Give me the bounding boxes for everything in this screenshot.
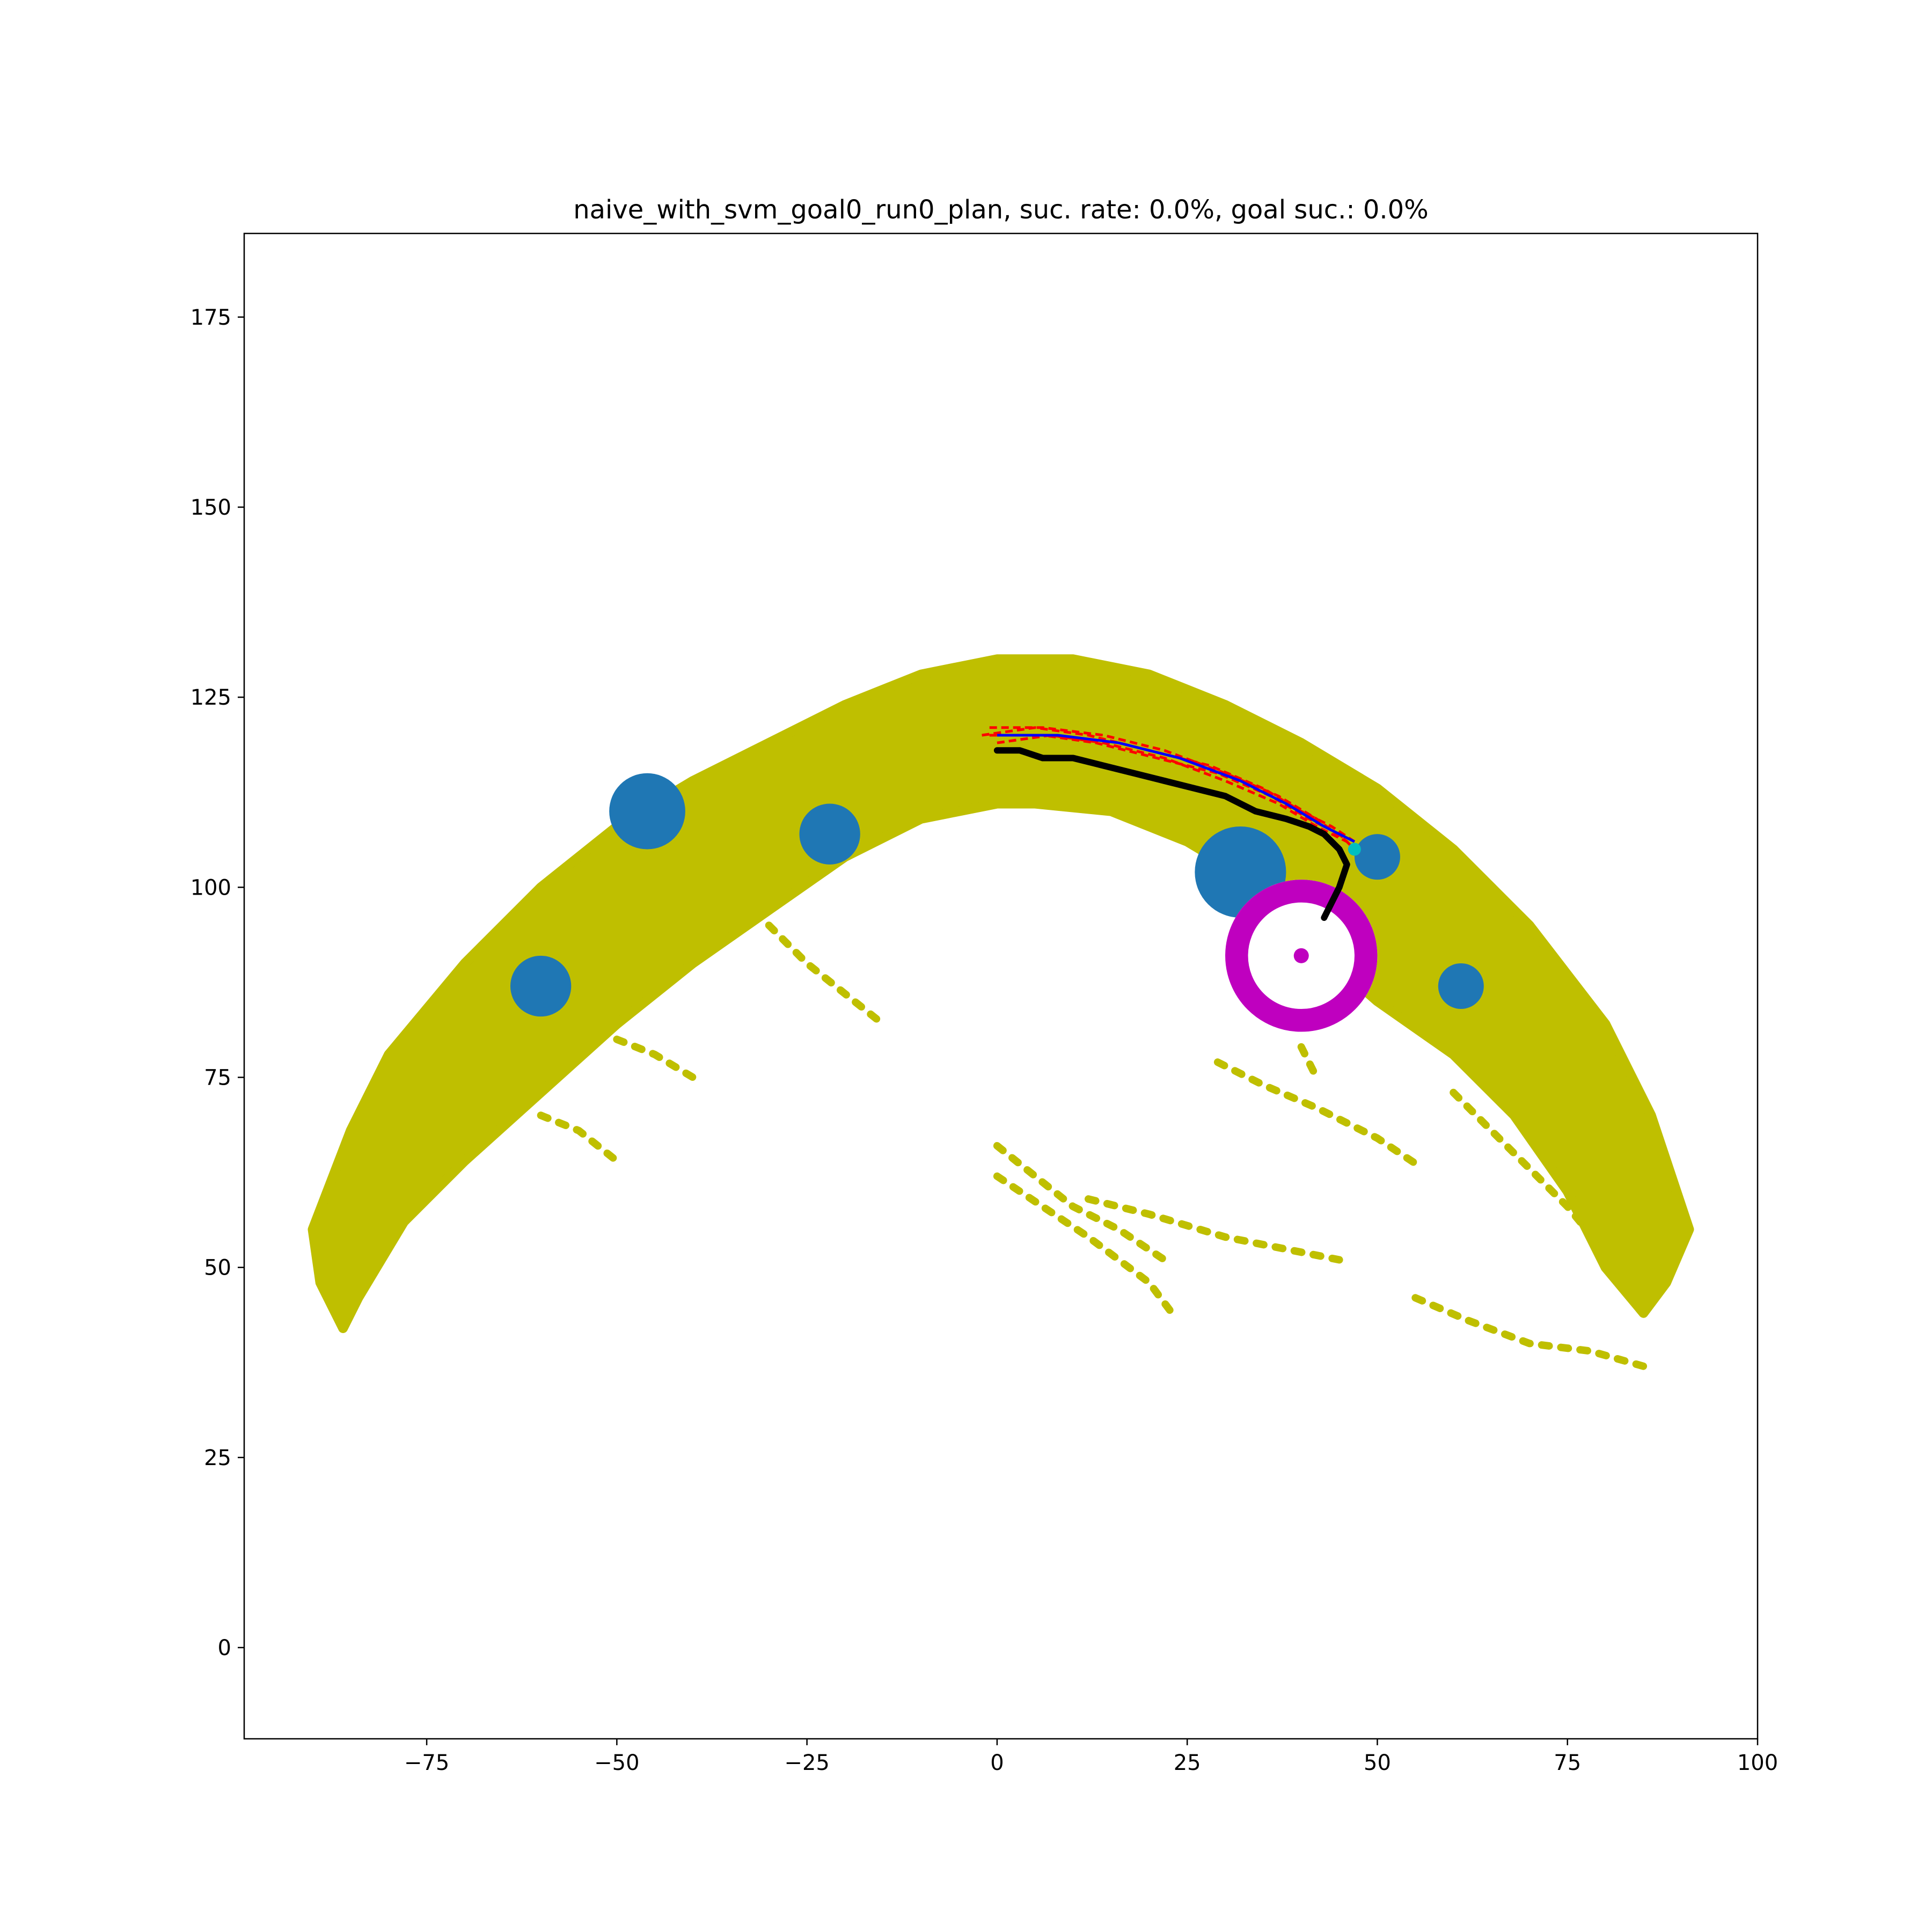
x-tick-label: 75 (1554, 1751, 1581, 1775)
sample-strand (1297, 1043, 1321, 1081)
sample-strand (1085, 1195, 1343, 1264)
plan-end-marker (1348, 843, 1361, 856)
axes-frame (243, 232, 1759, 1740)
y-tick-label: 75 (204, 1066, 231, 1091)
sample-strand (1411, 1294, 1648, 1370)
x-tick-label: −75 (404, 1751, 449, 1775)
y-tick-label: 150 (191, 495, 231, 520)
x-tick-label: 50 (1364, 1751, 1391, 1775)
obstacle-circle (510, 955, 572, 1017)
sample-strand (537, 1111, 621, 1165)
planned-path (989, 726, 1348, 843)
obstacle-circle (609, 773, 685, 850)
x-tick-label: −25 (784, 1751, 829, 1775)
sample-strand (993, 1142, 1168, 1264)
y-tick-label: 100 (191, 875, 231, 900)
plot-area (308, 654, 1694, 1370)
sample-strand (1450, 1088, 1609, 1256)
obstacle-circle (1354, 834, 1400, 880)
y-tick-label: 50 (204, 1256, 231, 1280)
y-tick-label: 25 (204, 1446, 231, 1470)
y-tick-label: 125 (191, 685, 231, 710)
chart-title: naive_with_svm_goal0_run0_plan, suc. rat… (573, 195, 1429, 225)
goal-center-point (1293, 948, 1309, 963)
sample-strand (765, 921, 887, 1028)
x-tick-label: 0 (990, 1751, 1004, 1775)
sample-strand (613, 1035, 697, 1081)
goal-ring (1225, 880, 1378, 1032)
x-tick-label: −50 (594, 1751, 639, 1775)
obstacle-circle (799, 803, 860, 865)
best-plan-path (997, 734, 1356, 843)
sample-strand (1213, 1058, 1427, 1173)
executed-path (993, 747, 1350, 921)
x-axis: −75 −50 −25 0 25 50 75 100 (404, 1739, 1778, 1775)
y-tick-label: 175 (191, 305, 231, 330)
x-tick-label: 25 (1174, 1751, 1201, 1775)
y-axis: 0 25 50 75 100 125 150 175 (191, 305, 244, 1660)
obstacle-circle (1438, 963, 1484, 1009)
x-tick-label: 100 (1737, 1751, 1778, 1775)
y-tick-label: 0 (218, 1636, 231, 1660)
sample-strand (993, 1172, 1176, 1317)
